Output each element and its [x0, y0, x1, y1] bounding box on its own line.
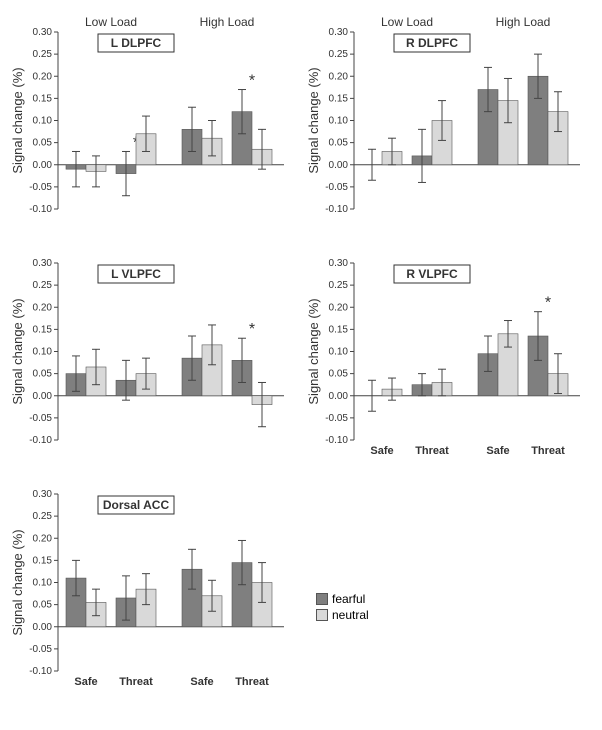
cond-label: Safe	[190, 676, 213, 688]
ytick-label: 0.25	[329, 280, 349, 291]
ytick-label: -0.10	[325, 435, 348, 446]
ytick-label: 0.00	[329, 160, 349, 171]
ytick-label: 0.10	[329, 116, 349, 127]
ytick-label: 0.20	[33, 533, 53, 544]
ytick-label: -0.10	[325, 204, 348, 215]
cond-label: Threat	[415, 445, 449, 457]
chart-panel: -0.10 -0.05 0.00 0.05 0.10 0.15 0.20 0.25 0.30 Si…	[306, 10, 586, 235]
cond-label: Safe	[486, 445, 509, 457]
ytick-label: -0.05	[29, 413, 52, 424]
ytick-label: 0.20	[329, 71, 349, 82]
legend-swatch	[316, 609, 328, 621]
load-label-high: High Load	[496, 15, 551, 29]
ytick-label: 0.15	[329, 324, 349, 335]
ytick-label: 0.20	[33, 71, 53, 82]
ytick-label: 0.10	[33, 578, 53, 589]
ytick-label: 0.15	[33, 93, 53, 104]
ytick-label: -0.10	[29, 666, 52, 677]
ytick-label: 0.00	[33, 391, 53, 402]
ytick-label: 0.10	[33, 116, 53, 127]
chart-panel: -0.10 -0.05 0.00 0.05 0.10 0.15 0.20 0.25 0.30 Si…	[306, 241, 586, 466]
panel-title: L DLPFC	[111, 36, 162, 50]
ytick-label: -0.05	[29, 182, 52, 193]
ytick-label: 0.05	[329, 138, 349, 149]
ytick-label: 0.05	[33, 369, 53, 380]
panel-r-dlpfc: -0.10 -0.05 0.00 0.05 0.10 0.15 0.20 0.25 0.30 Si…	[306, 10, 592, 235]
ytick-label: 0.30	[33, 489, 53, 500]
y-axis-label: Signal change (%)	[10, 67, 25, 173]
y-axis-label: Signal change (%)	[10, 298, 25, 404]
cond-label: Threat	[531, 445, 565, 457]
ytick-label: 0.20	[329, 302, 349, 313]
legend: fearful neutral	[316, 592, 369, 624]
legend-label: neutral	[332, 608, 369, 622]
ytick-label: 0.30	[329, 27, 349, 38]
chart-panel: -0.10 -0.05 0.00 0.05 0.10 0.15 0.20 0.25 0.30 Si…	[10, 472, 290, 697]
legend-item-fearful: fearful	[316, 592, 369, 606]
panel-l-vlpfc: -0.10 -0.05 0.00 0.05 0.10 0.15 0.20 0.25 0.30 Si…	[10, 241, 296, 466]
panel-title: R VLPFC	[406, 267, 458, 281]
load-label-low: Low Load	[85, 15, 137, 29]
y-axis-label: Signal change (%)	[306, 67, 321, 173]
chart-panel: -0.10 -0.05 0.00 0.05 0.10 0.15 0.20 0.25 0.30 Si…	[10, 241, 290, 466]
ytick-label: -0.05	[325, 413, 348, 424]
ytick-label: 0.30	[329, 258, 349, 269]
ytick-label: 0.00	[329, 391, 349, 402]
ytick-label: 0.15	[33, 555, 53, 566]
cond-label: Threat	[119, 676, 153, 688]
panel-title: L VLPFC	[111, 267, 161, 281]
sig-marker: *	[545, 295, 551, 312]
ytick-label: 0.10	[33, 347, 53, 358]
ytick-label: 0.00	[33, 622, 53, 633]
panel-l-dlpfc: -0.10 -0.05 0.00 0.05 0.10 0.15 0.20 0.25 0.30 Si…	[10, 10, 296, 235]
legend-cell: fearful neutral	[306, 472, 592, 697]
ytick-label: 0.30	[33, 27, 53, 38]
panel-title: R DLPFC	[406, 36, 458, 50]
load-label-low: Low Load	[381, 15, 433, 29]
panel-r-vlpfc: -0.10 -0.05 0.00 0.05 0.10 0.15 0.20 0.25 0.30 Si…	[306, 241, 592, 466]
ytick-label: 0.15	[329, 93, 349, 104]
ytick-label: 0.00	[33, 160, 53, 171]
chart-panel: -0.10 -0.05 0.00 0.05 0.10 0.15 0.20 0.25 0.30 Si…	[10, 10, 290, 235]
ytick-label: 0.25	[33, 49, 53, 60]
ytick-label: 0.05	[33, 138, 53, 149]
ytick-label: -0.10	[29, 204, 52, 215]
ytick-label: 0.05	[33, 600, 53, 611]
ytick-label: 0.30	[33, 258, 53, 269]
panel-dorsal-acc: -0.10 -0.05 0.00 0.05 0.10 0.15 0.20 0.25 0.30 Si…	[10, 472, 296, 697]
legend-swatch	[316, 593, 328, 605]
ytick-label: -0.05	[29, 644, 52, 655]
ytick-label: 0.25	[33, 511, 53, 522]
cond-label: Safe	[370, 445, 393, 457]
y-axis-label: Signal change (%)	[10, 529, 25, 635]
ytick-label: 0.25	[33, 280, 53, 291]
sig-marker: *	[249, 73, 255, 90]
ytick-label: -0.05	[325, 182, 348, 193]
ytick-label: 0.05	[329, 369, 349, 380]
cond-label: Safe	[74, 676, 97, 688]
legend-item-neutral: neutral	[316, 608, 369, 622]
load-label-high: High Load	[200, 15, 255, 29]
ytick-label: -0.10	[29, 435, 52, 446]
ytick-label: 0.10	[329, 347, 349, 358]
y-axis-label: Signal change (%)	[306, 298, 321, 404]
ytick-label: 0.20	[33, 302, 53, 313]
legend-label: fearful	[332, 592, 365, 606]
sig-marker: *	[249, 321, 255, 338]
cond-label: Threat	[235, 676, 269, 688]
ytick-label: 0.25	[329, 49, 349, 60]
panel-title: Dorsal ACC	[103, 498, 170, 512]
ytick-label: 0.15	[33, 324, 53, 335]
